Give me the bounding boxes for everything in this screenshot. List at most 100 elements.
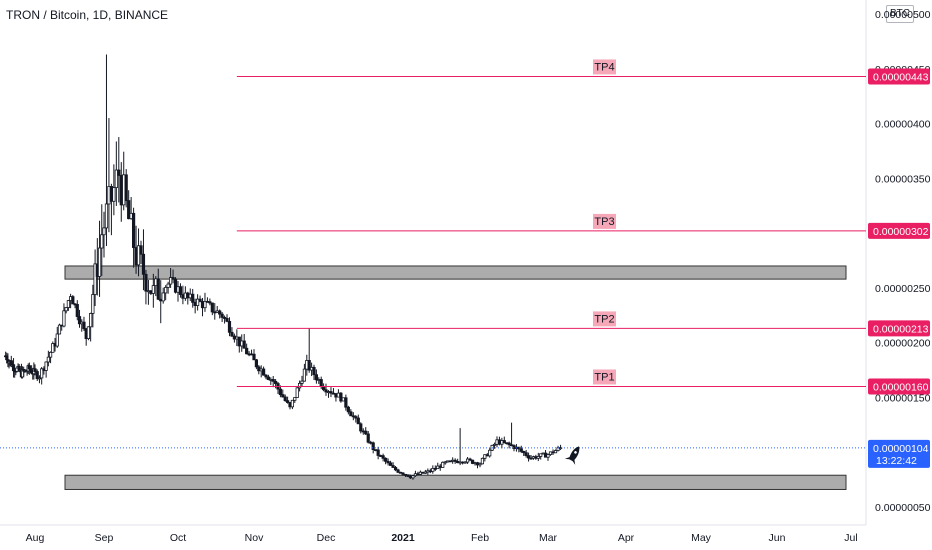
candle [86,326,91,341]
candle [359,422,363,434]
candle [406,474,410,477]
candle [441,461,445,468]
candle [71,295,75,305]
candle [553,449,558,454]
candle [421,471,425,474]
candle [149,290,153,296]
candle [104,54,109,247]
tp-price-tag: 0.00000443 [868,68,930,85]
candle [361,428,365,435]
candle [548,451,553,456]
candle [468,457,472,462]
candle [396,468,400,474]
candle [398,471,403,474]
candle [156,268,160,301]
candle [89,312,93,342]
candle [290,399,295,410]
candle [416,471,420,476]
candle [386,458,390,466]
candle [164,285,168,301]
candles [0,54,866,480]
candle [122,151,126,211]
svg-text:TP3: TP3 [594,216,614,228]
candle [507,441,511,449]
x-tick-label: Mar [539,532,558,544]
candle [371,441,375,454]
candle [107,118,111,233]
candle [312,364,316,381]
tp-price-tag: 0.00000160 [868,378,930,395]
candle [436,462,440,470]
candle [266,374,271,381]
candle [295,385,299,398]
tp-label-tp4: TP4 [593,59,616,75]
candle [242,333,246,349]
candle [346,405,350,415]
candle [93,249,97,307]
svg-text:13:22:42: 13:22:42 [876,455,917,467]
candle [168,268,173,288]
candle [480,457,485,465]
candle [411,475,415,480]
tp-price-tag: 0.00000302 [868,222,930,239]
candle [171,269,175,284]
candle [200,297,205,317]
candle [546,453,550,461]
candle [154,276,158,297]
candle [500,437,504,449]
candle [146,279,150,305]
y-tick-label: 0.00000350 [875,173,931,185]
candle [213,303,217,320]
currency-badge[interactable]: BTC [886,5,914,23]
zones [64,265,847,490]
candle [112,164,116,216]
candle [331,388,336,395]
candle [297,380,302,392]
candle [431,465,435,474]
x-tick-label: May [691,532,712,544]
x-tick-label: Apr [618,532,635,544]
candle [465,456,470,464]
candle [456,458,460,464]
zone-resistance [64,265,847,280]
candle [339,392,343,403]
candle [307,328,311,373]
candle [252,349,256,361]
zone-support [64,474,847,490]
candle [483,454,487,462]
candle [261,366,266,376]
candle [97,220,102,297]
candle [100,204,104,276]
candle [51,341,55,353]
candle [188,288,192,301]
candle [227,317,232,337]
candle [329,387,333,398]
y-tick-label: 0.00000150 [875,392,931,404]
svg-text:0.00000160: 0.00000160 [873,381,929,393]
candle [458,428,462,466]
candle [517,446,521,453]
candle [364,427,368,435]
candle [278,385,283,398]
price-tags: 0.00000443 0.00000302 0.00000213 0.00000160… [868,68,930,468]
candle [196,294,200,311]
candle [117,137,121,203]
candle [203,292,207,312]
candle [46,350,50,367]
candle [64,307,68,314]
candle [220,311,224,323]
svg-text:0.00000213: 0.00000213 [873,323,929,335]
x-tick-label: Jun [769,532,786,544]
candle [210,302,214,316]
candle [222,315,227,324]
candle [369,440,373,445]
candle [551,449,555,455]
candle [433,465,437,472]
candle [381,453,385,462]
candle [384,457,388,465]
candle [176,280,180,302]
candle [461,461,465,465]
candle [40,366,44,385]
